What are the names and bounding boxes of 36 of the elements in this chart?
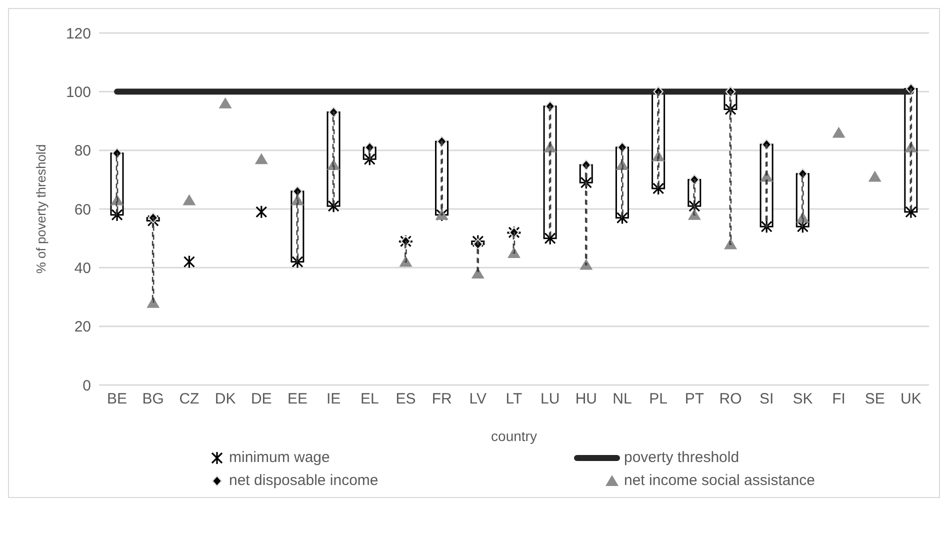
x-axis-title: country <box>491 428 537 444</box>
y-tick-label: 120 <box>66 25 91 42</box>
x-tick-label: DK <box>214 390 236 408</box>
x-tick-label: LT <box>506 390 522 408</box>
x-tick-label: SK <box>792 390 813 408</box>
x-tick-label: EL <box>360 390 379 408</box>
x-tick-label: PL <box>649 390 668 408</box>
legend-label: net income social assistance <box>624 472 815 489</box>
x-tick-label: IE <box>326 390 341 408</box>
x-tick-label: HU <box>575 390 598 408</box>
y-tick-label: 100 <box>66 84 91 101</box>
x-tick-label: BE <box>107 390 128 408</box>
y-tick-label: 20 <box>74 318 91 336</box>
x-tick-label: LV <box>469 390 487 408</box>
x-tick-label: PT <box>684 390 704 408</box>
y-tick-label: 40 <box>74 260 91 277</box>
legend-label: minimum wage <box>229 449 330 466</box>
x-tick-label: SE <box>864 390 885 408</box>
x-tick-label: FR <box>432 390 452 408</box>
x-tick-label: BG <box>142 390 164 408</box>
y-tick-label: 60 <box>74 201 91 218</box>
x-tick-label: SI <box>760 390 774 408</box>
x-tick-label: ES <box>396 390 416 408</box>
x-tick-label: EE <box>287 390 308 408</box>
x-tick-label: LU <box>540 390 560 408</box>
legend-label: net disposable income <box>229 472 378 489</box>
y-tick-label: 0 <box>82 377 91 394</box>
x-tick-label: RO <box>719 390 742 408</box>
legend-label: poverty threshold <box>624 449 740 466</box>
x-tick-label: FI <box>832 390 846 408</box>
x-tick-label: NL <box>612 390 632 408</box>
y-tick-label: 80 <box>74 142 91 160</box>
x-tick-label: CZ <box>179 390 200 408</box>
x-tick-label: DE <box>250 390 272 408</box>
y-axis-title: % of poverty threshold <box>34 144 49 274</box>
x-tick-label: UK <box>900 390 922 408</box>
